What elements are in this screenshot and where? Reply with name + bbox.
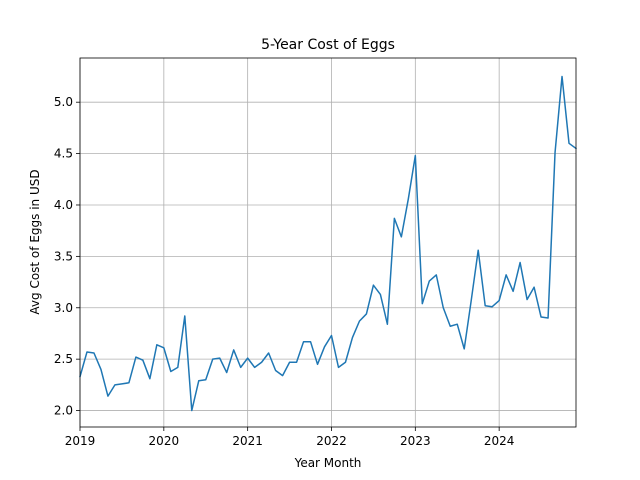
series-layer: [79, 75, 577, 412]
x-tick-label: 2019: [65, 434, 96, 448]
y-axis-label: Avg Cost of Eggs in USD: [28, 169, 42, 314]
x-tick-label: 2020: [149, 434, 180, 448]
x-tick-label: 2022: [316, 434, 347, 448]
y-tick-label: 2.5: [54, 352, 73, 366]
series-line: [79, 75, 577, 412]
chart-title: 5-Year Cost of Eggs: [261, 37, 395, 53]
x-tick-label: 2021: [232, 434, 263, 448]
y-tick-label: 3.0: [54, 301, 73, 315]
y-axis: 2.0 2.5 3.0 3.5 4.0 4.5 5.0: [54, 95, 80, 418]
y-tick-label: 2.0: [54, 404, 73, 418]
x-tick-label: 2023: [400, 434, 431, 448]
y-tick-label: 3.5: [54, 249, 73, 263]
plot-frame: [79, 57, 577, 428]
x-axis: 2019 2020 2021 2022 2023 2024: [65, 427, 515, 448]
y-tick-label: 5.0: [54, 95, 73, 109]
grid: [79, 58, 576, 427]
x-tick-label: 2024: [484, 434, 515, 448]
y-tick-label: 4.5: [54, 147, 73, 161]
y-tick-label: 4.0: [54, 198, 73, 212]
x-axis-label: Year Month: [294, 456, 362, 470]
